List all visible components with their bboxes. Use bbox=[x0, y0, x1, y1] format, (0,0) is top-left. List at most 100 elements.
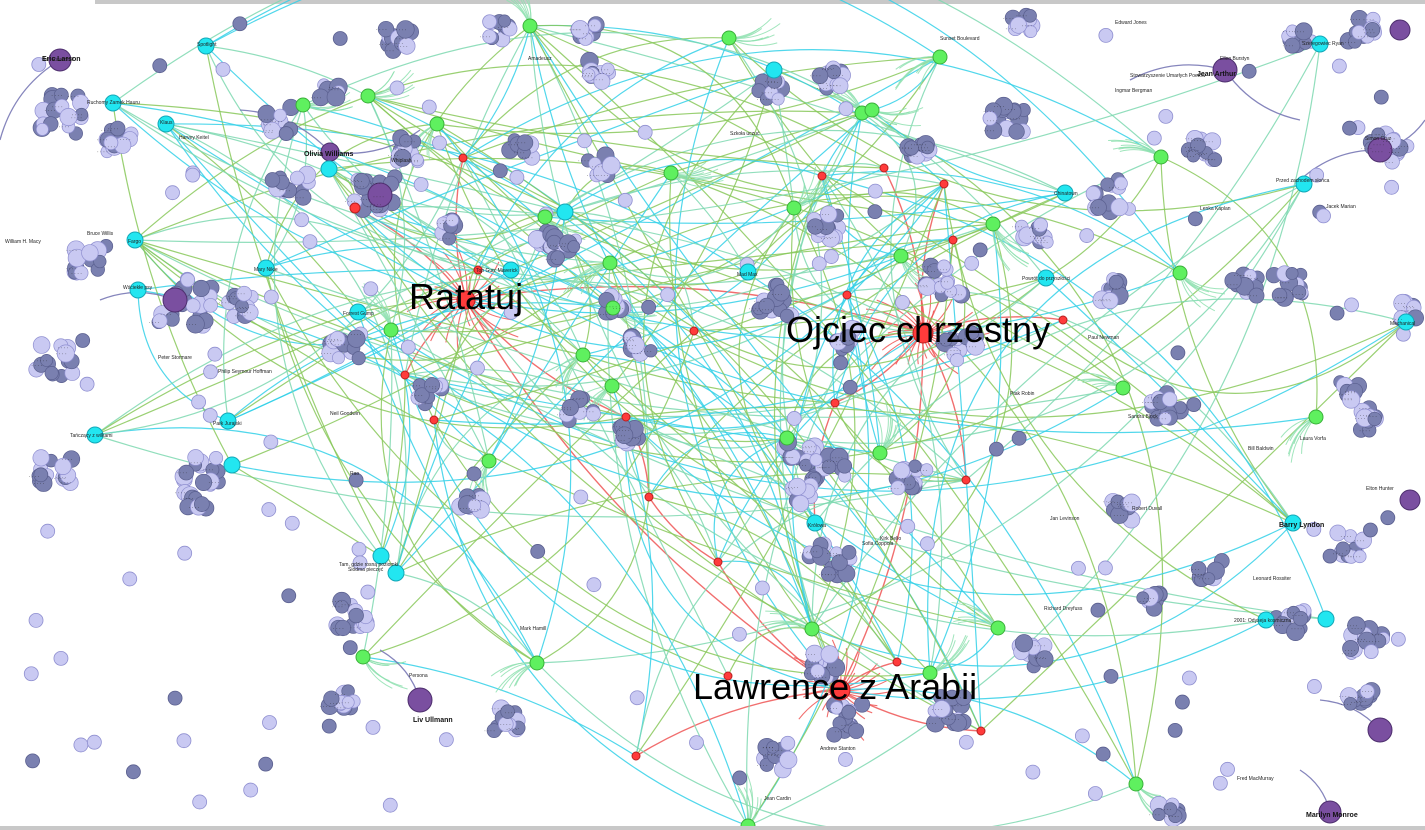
edge-link bbox=[811, 223, 1013, 630]
node-label-p37: William H. Macy bbox=[5, 239, 41, 245]
person-label: · · · · bbox=[641, 349, 652, 355]
person-node bbox=[348, 607, 364, 624]
person-label: · · · · bbox=[942, 696, 953, 702]
person-node bbox=[438, 732, 454, 748]
major-film-labels: Ratatuj Ojciec chrzestny Lawrence z Arab… bbox=[409, 276, 1050, 707]
person-label: · · · · bbox=[583, 31, 594, 37]
edge-link bbox=[328, 157, 1124, 389]
person-node bbox=[53, 650, 69, 666]
node-label-p49: Sandra Block bbox=[1128, 414, 1158, 420]
person-label: · · · · bbox=[1346, 624, 1357, 630]
person-label: · · · · bbox=[917, 285, 928, 291]
node-label-p58: Andrew Stanton bbox=[820, 746, 856, 752]
edge-link bbox=[328, 168, 982, 732]
person-node bbox=[32, 336, 51, 354]
horizontal-scrollbar-bottom[interactable] bbox=[0, 826, 1425, 830]
person-node bbox=[1087, 786, 1103, 801]
person-label: · · · · bbox=[1301, 40, 1312, 46]
edge-link bbox=[433, 419, 749, 827]
star-node bbox=[162, 287, 188, 313]
edge-link bbox=[94, 311, 359, 436]
person-node bbox=[432, 135, 447, 151]
person-label: · · · · bbox=[208, 480, 219, 486]
person-node bbox=[949, 353, 965, 368]
film-node bbox=[939, 179, 949, 189]
star-node bbox=[1318, 800, 1342, 824]
person-node bbox=[187, 449, 204, 466]
person-label: · · · · bbox=[176, 471, 187, 477]
edge-link bbox=[205, 45, 369, 97]
person-node bbox=[321, 718, 337, 734]
edge-link bbox=[227, 172, 672, 422]
person-node bbox=[284, 515, 300, 531]
person-label: · · · · bbox=[761, 91, 772, 97]
person-label: · · · · bbox=[781, 455, 792, 461]
edge-link bbox=[205, 0, 1181, 274]
edge-link bbox=[357, 311, 1124, 500]
person-node bbox=[1224, 272, 1242, 290]
person-label: · · · · bbox=[491, 707, 502, 713]
person-label: · · · · bbox=[592, 165, 603, 171]
person-label: · · · · bbox=[917, 468, 928, 474]
edge-link bbox=[896, 627, 999, 670]
person-label: · · · · bbox=[772, 292, 783, 298]
person-label: · · · · bbox=[484, 729, 495, 735]
person-node bbox=[758, 297, 775, 314]
person-node bbox=[867, 204, 883, 220]
node-label-p13: Park Jurajski bbox=[213, 421, 242, 427]
person-node bbox=[35, 122, 49, 136]
person-node bbox=[561, 399, 579, 417]
person-node bbox=[167, 690, 183, 706]
director-node bbox=[197, 37, 215, 55]
edge-link bbox=[436, 123, 816, 524]
film-node bbox=[1058, 315, 1068, 325]
edge-link bbox=[302, 31, 1047, 279]
person-node bbox=[1335, 541, 1351, 557]
person-node bbox=[848, 722, 865, 739]
person-label: · · · · bbox=[592, 78, 603, 84]
person-label: · · · · bbox=[1117, 502, 1128, 508]
person-node bbox=[932, 700, 951, 718]
person-label: · · · · bbox=[1035, 656, 1046, 662]
node-label-p48: Jacek Marian bbox=[1326, 204, 1356, 210]
person-label: · · · · bbox=[225, 294, 236, 300]
person-label: · · · · bbox=[768, 80, 779, 86]
person-label: · · · · bbox=[628, 436, 639, 442]
person-node bbox=[152, 313, 168, 329]
genre-node bbox=[605, 300, 621, 316]
edge-link bbox=[839, 619, 1267, 700]
person-node bbox=[294, 212, 310, 228]
person-node bbox=[786, 411, 802, 426]
person-label: · · · · bbox=[1277, 295, 1288, 301]
person-label: · · · · bbox=[827, 706, 838, 712]
film-node bbox=[429, 415, 439, 425]
node-label-p19: Spotlight bbox=[197, 42, 217, 48]
person-node bbox=[352, 555, 368, 571]
person-label: · · · · bbox=[560, 406, 571, 412]
person-label: · · · · bbox=[771, 87, 782, 93]
person-node bbox=[641, 299, 657, 315]
node-label-p53: Mark Hamill bbox=[520, 626, 546, 632]
person-label: · · · · bbox=[1355, 416, 1366, 422]
person-label: · · · · bbox=[1363, 17, 1374, 23]
person-label: · · · · bbox=[1022, 24, 1033, 30]
person-label: · · · · bbox=[557, 413, 568, 419]
person-label: · · · · bbox=[987, 118, 998, 124]
person-node bbox=[772, 284, 790, 302]
person-node bbox=[1347, 616, 1366, 635]
person-node bbox=[841, 544, 857, 560]
person-node bbox=[964, 255, 980, 271]
person-label: · · · · bbox=[370, 207, 381, 213]
horizontal-scrollbar-top[interactable] bbox=[95, 0, 1425, 4]
person-label: · · · · bbox=[599, 71, 610, 77]
person-label: · · · · bbox=[762, 752, 773, 758]
person-label: · · · · bbox=[333, 626, 344, 632]
person-node bbox=[32, 449, 50, 467]
person-node bbox=[1220, 761, 1235, 777]
star-node bbox=[1399, 489, 1421, 511]
edge-link bbox=[165, 123, 359, 313]
person-label: · · · · bbox=[1372, 150, 1383, 156]
edge-link bbox=[1062, 319, 1407, 394]
edge-link bbox=[1160, 156, 1318, 418]
